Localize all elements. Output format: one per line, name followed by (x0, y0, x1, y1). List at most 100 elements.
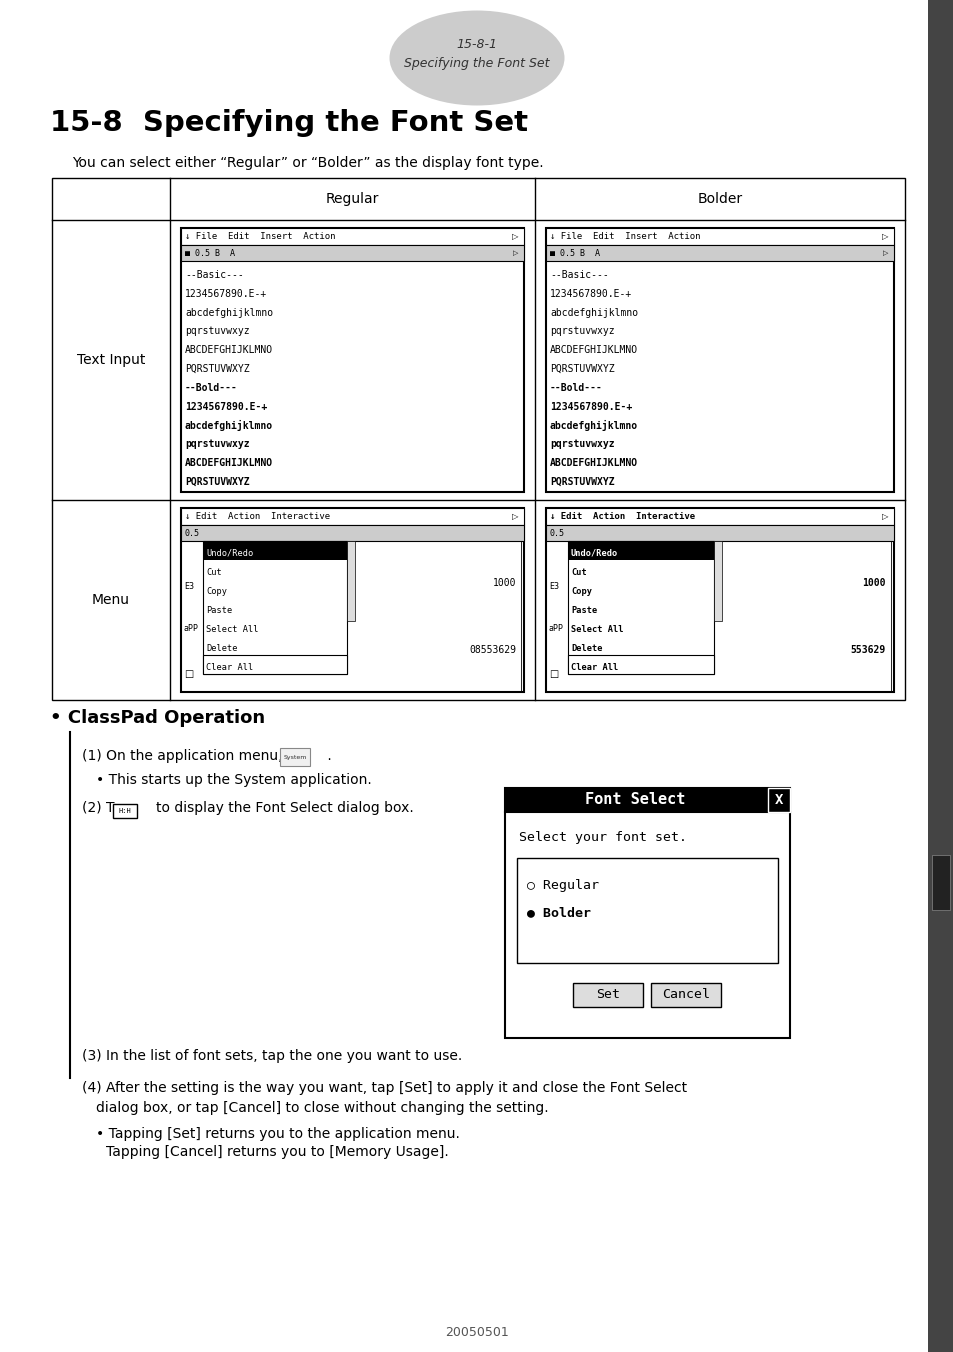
Text: Undo/Redo: Undo/Redo (571, 549, 618, 558)
Text: Cut: Cut (206, 568, 221, 577)
Text: ▷: ▷ (882, 250, 887, 256)
Text: Paste: Paste (571, 606, 597, 615)
Text: Set: Set (596, 988, 619, 1002)
Text: PQRSTUVWXYZ: PQRSTUVWXYZ (185, 364, 250, 375)
Text: ▷: ▷ (881, 233, 887, 241)
Text: PQRSTUVWXYZ: PQRSTUVWXYZ (550, 477, 614, 487)
Text: ■ 0.5 B  A: ■ 0.5 B A (550, 249, 599, 257)
Text: ↓ Edit  Action  Interactive: ↓ Edit Action Interactive (185, 512, 330, 521)
Text: pqrstuvwxyz: pqrstuvwxyz (550, 326, 614, 337)
Text: abcdefghijklmno: abcdefghijklmno (185, 420, 273, 431)
Text: 1234567890.E-+: 1234567890.E-+ (550, 289, 632, 299)
Text: Select your font set.: Select your font set. (518, 831, 686, 845)
Ellipse shape (389, 11, 564, 105)
Text: ↓ File  Edit  Insert  Action: ↓ File Edit Insert Action (185, 233, 335, 241)
Bar (517, 859, 778, 963)
Text: abcdefghijklmno: abcdefghijklmno (550, 420, 638, 431)
Text: ↓ Edit  Action  Interactive: ↓ Edit Action Interactive (550, 512, 695, 521)
Bar (931, 854, 949, 910)
Text: Cut: Cut (571, 568, 586, 577)
Text: (4) After the setting is the way you want, tap [Set] to apply it and close the F: (4) After the setting is the way you wan… (82, 1082, 686, 1095)
Text: --Bold---: --Bold--- (185, 383, 237, 393)
Text: Delete: Delete (206, 644, 237, 653)
Text: Tapping [Cancel] returns you to [Memory Usage].: Tapping [Cancel] returns you to [Memory … (106, 1145, 448, 1159)
Text: 0.5: 0.5 (185, 529, 200, 538)
Text: Select All: Select All (571, 625, 623, 634)
Bar (347, 541, 355, 621)
Bar (567, 541, 714, 560)
Bar (112, 804, 137, 818)
Text: abcdefghijklmno: abcdefghijklmno (550, 308, 638, 318)
Text: dialog box, or tap [Cancel] to close without changing the setting.: dialog box, or tap [Cancel] to close wit… (96, 1101, 548, 1115)
Text: Font Select: Font Select (585, 792, 685, 807)
Bar (545, 228, 893, 492)
Text: (1) On the application menu, tap    .: (1) On the application menu, tap . (82, 749, 332, 763)
Text: Undo/Redo: Undo/Redo (206, 549, 253, 558)
Text: ○ Regular: ○ Regular (526, 880, 598, 892)
Text: PQRSTUVWXYZ: PQRSTUVWXYZ (185, 477, 250, 487)
Text: Regular: Regular (326, 192, 378, 206)
Text: ● Bolder: ● Bolder (526, 906, 590, 919)
Text: pqrstuvwxyz: pqrstuvwxyz (550, 439, 614, 449)
Text: H:H: H:H (118, 808, 132, 814)
Text: 08553629: 08553629 (469, 645, 516, 654)
Bar (545, 525, 893, 541)
Bar (181, 508, 523, 692)
Text: 1234567890.E-+: 1234567890.E-+ (185, 289, 267, 299)
Bar (567, 654, 714, 673)
Bar (280, 748, 310, 767)
Text: 15-8  Specifying the Font Set: 15-8 Specifying the Font Set (50, 110, 527, 137)
Text: Cancel: Cancel (661, 988, 710, 1002)
Bar (545, 245, 893, 261)
Text: System: System (283, 754, 306, 760)
Text: Delete: Delete (571, 644, 602, 653)
Text: aPP: aPP (548, 625, 563, 633)
Text: • This starts up the System application.: • This starts up the System application. (96, 773, 372, 787)
Bar (714, 541, 721, 621)
Bar (504, 788, 789, 813)
Text: Menu: Menu (91, 594, 130, 607)
Text: ABCDEFGHIJKLMNO: ABCDEFGHIJKLMNO (185, 458, 273, 468)
Text: Copy: Copy (206, 587, 227, 596)
Text: ▷: ▷ (511, 233, 517, 241)
Text: (3) In the list of font sets, tap the one you want to use.: (3) In the list of font sets, tap the on… (82, 1049, 462, 1063)
Text: X: X (774, 794, 782, 807)
Text: Bolder: Bolder (697, 192, 741, 206)
Bar (181, 228, 523, 245)
Text: 1234567890.E-+: 1234567890.E-+ (550, 402, 632, 411)
Bar (504, 813, 789, 1038)
Text: ▷: ▷ (511, 512, 517, 521)
Text: pqrstuvwxyz: pqrstuvwxyz (185, 326, 250, 337)
Text: Clear All: Clear All (206, 662, 253, 672)
Text: 20050501: 20050501 (445, 1325, 508, 1338)
Text: ↓ File  Edit  Insert  Action: ↓ File Edit Insert Action (550, 233, 700, 241)
Text: • ClassPad Operation: • ClassPad Operation (50, 708, 265, 727)
Text: Text Input: Text Input (77, 353, 145, 366)
Bar (545, 228, 893, 245)
Text: 1234567890.E-+: 1234567890.E-+ (185, 402, 267, 411)
Bar (203, 541, 347, 560)
Text: ABCDEFGHIJKLMNO: ABCDEFGHIJKLMNO (550, 345, 638, 356)
Text: ABCDEFGHIJKLMNO: ABCDEFGHIJKLMNO (185, 345, 273, 356)
Bar (203, 654, 347, 673)
Text: ▷: ▷ (512, 250, 517, 256)
Text: abcdefghijklmno: abcdefghijklmno (185, 308, 273, 318)
Text: 553629: 553629 (850, 645, 885, 654)
Text: ▷: ▷ (881, 512, 887, 521)
Text: You can select either “Regular” or “Bolder” as the display font type.: You can select either “Regular” or “Bold… (71, 155, 543, 170)
Bar (567, 541, 714, 673)
Bar (927, 0, 953, 1352)
Bar (651, 983, 720, 1007)
Bar (573, 983, 643, 1007)
Text: pqrstuvwxyz: pqrstuvwxyz (185, 439, 250, 449)
Text: 1000: 1000 (492, 579, 516, 588)
Text: Clear All: Clear All (571, 662, 618, 672)
Text: E3: E3 (548, 581, 558, 591)
Text: PQRSTUVWXYZ: PQRSTUVWXYZ (550, 364, 614, 375)
Text: • Tapping [Set] returns you to the application menu.: • Tapping [Set] returns you to the appli… (96, 1128, 459, 1141)
Bar (767, 788, 789, 813)
Text: Select All: Select All (206, 625, 258, 634)
Bar (181, 508, 523, 525)
Text: --Bold---: --Bold--- (550, 383, 602, 393)
Text: Specifying the Font Set: Specifying the Font Set (404, 57, 549, 69)
